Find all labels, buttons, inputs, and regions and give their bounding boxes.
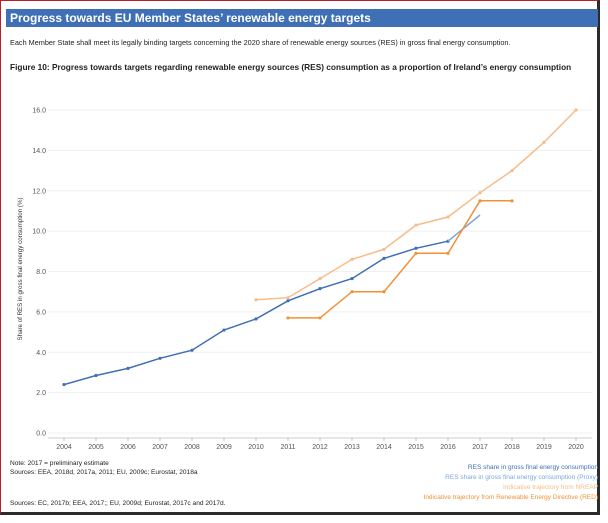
x-tick-label: 2004 <box>56 444 72 451</box>
x-tick-label: 2013 <box>344 444 360 451</box>
data-point-0 <box>190 348 194 352</box>
data-point-2 <box>510 168 514 173</box>
y-tick-label: 6.0 <box>36 309 46 316</box>
data-point-3 <box>510 199 514 203</box>
data-point-2 <box>414 223 418 227</box>
data-point-0 <box>222 328 226 332</box>
x-tick-label: 2009 <box>216 444 232 451</box>
data-point-2 <box>350 257 354 261</box>
x-tick-label: 2012 <box>312 444 328 451</box>
series-line-0 <box>63 240 449 386</box>
y-axis-label: Share of RES in gross final energy consu… <box>17 197 24 340</box>
x-tick-label: 2007 <box>152 444 168 451</box>
x-tick-label: 2014 <box>376 444 392 451</box>
intro-text: Each Member State shall meet its legally… <box>10 38 511 47</box>
series-group <box>62 108 578 387</box>
legend-label: RES share in gross final energy consumpt… <box>445 474 598 481</box>
y-tick-label: 14.0 <box>32 148 46 155</box>
sources-line-2: Sources: EC, 2017b; EEA, 2017;; EU, 2009… <box>10 500 226 507</box>
x-tick-label: 2019 <box>536 444 552 451</box>
data-point-0 <box>62 382 66 387</box>
y-tick-label: 8.0 <box>36 269 46 276</box>
figure-title: Figure 10: Progress towards targets rega… <box>10 62 572 72</box>
y-tick-label: 0.0 <box>36 431 46 438</box>
data-point-0 <box>254 317 258 321</box>
data-point-2 <box>382 247 386 251</box>
x-tick-label: 2006 <box>120 444 136 451</box>
x-tick-label: 2016 <box>440 444 456 451</box>
note-preliminary: Note: 2017 = preliminary estimate <box>10 460 109 467</box>
legend-item-red: Indicative trajectory from Renewable Ene… <box>424 494 598 501</box>
data-point-3 <box>350 290 354 294</box>
data-point-3 <box>446 251 450 255</box>
data-point-2 <box>446 215 450 219</box>
gridlines <box>48 109 592 434</box>
x-tick-label: 2018 <box>504 444 520 451</box>
data-point-0 <box>126 366 130 370</box>
data-point-0 <box>286 299 290 303</box>
legend-item-res-share: RES share in gross final energy consumpt… <box>468 464 598 471</box>
data-point-2 <box>574 108 578 112</box>
legend-item-res-proxy: RES share in gross final energy consumpt… <box>445 474 598 481</box>
data-point-0 <box>382 256 386 260</box>
data-point-3 <box>382 290 386 294</box>
data-point-3 <box>318 316 322 320</box>
data-point-0 <box>350 276 354 281</box>
page-title: Progress towards EU Member States’ renew… <box>6 9 598 27</box>
x-tick-label: 2017 <box>472 444 488 451</box>
window-frame <box>0 0 600 515</box>
y-tick-label: 2.0 <box>36 390 46 397</box>
y-tick-label: 12.0 <box>32 188 46 195</box>
legend-label: RES share in gross final energy consumpt… <box>467 464 598 471</box>
series-line-3 <box>288 200 512 319</box>
data-point-2 <box>542 140 546 144</box>
x-tick-label: 2008 <box>184 444 200 451</box>
y-tick-label: 4.0 <box>36 350 46 357</box>
legend-label: Indicative trajectory from Renewable Ene… <box>423 494 598 501</box>
data-point-3 <box>286 316 290 320</box>
sources-line-1: Sources: EEA, 2018d, 2017a, 2011; EU, 20… <box>10 469 198 476</box>
data-point-2 <box>478 191 482 195</box>
axes: 0.0 2.0 4.0 6.0 8.0 10.0 12.0 14.0 16.0 2004 2005 2… <box>32 108 592 451</box>
x-tick-label: 2011 <box>280 444 295 451</box>
data-point-0 <box>158 356 162 360</box>
data-point-3 <box>478 199 482 203</box>
y-tick-label: 10.0 <box>32 229 46 236</box>
data-point-0 <box>94 373 98 378</box>
data-point-2 <box>318 276 322 281</box>
data-point-2 <box>286 296 290 300</box>
x-tick-label: 2015 <box>408 444 424 451</box>
data-point-2 <box>254 298 258 302</box>
x-tick-label: 2005 <box>88 444 104 451</box>
legend-label: Indicative trajectory from NREAP <box>502 484 598 491</box>
data-point-3 <box>414 251 418 255</box>
x-tick-label: 2020 <box>568 444 584 451</box>
y-tick-label: 16.0 <box>32 108 46 115</box>
x-tick-label: 2010 <box>248 444 264 451</box>
legend-item-nreap: Indicative trajectory from NREAP <box>503 484 598 491</box>
data-point-0 <box>414 246 418 250</box>
data-point-0 <box>318 287 322 291</box>
